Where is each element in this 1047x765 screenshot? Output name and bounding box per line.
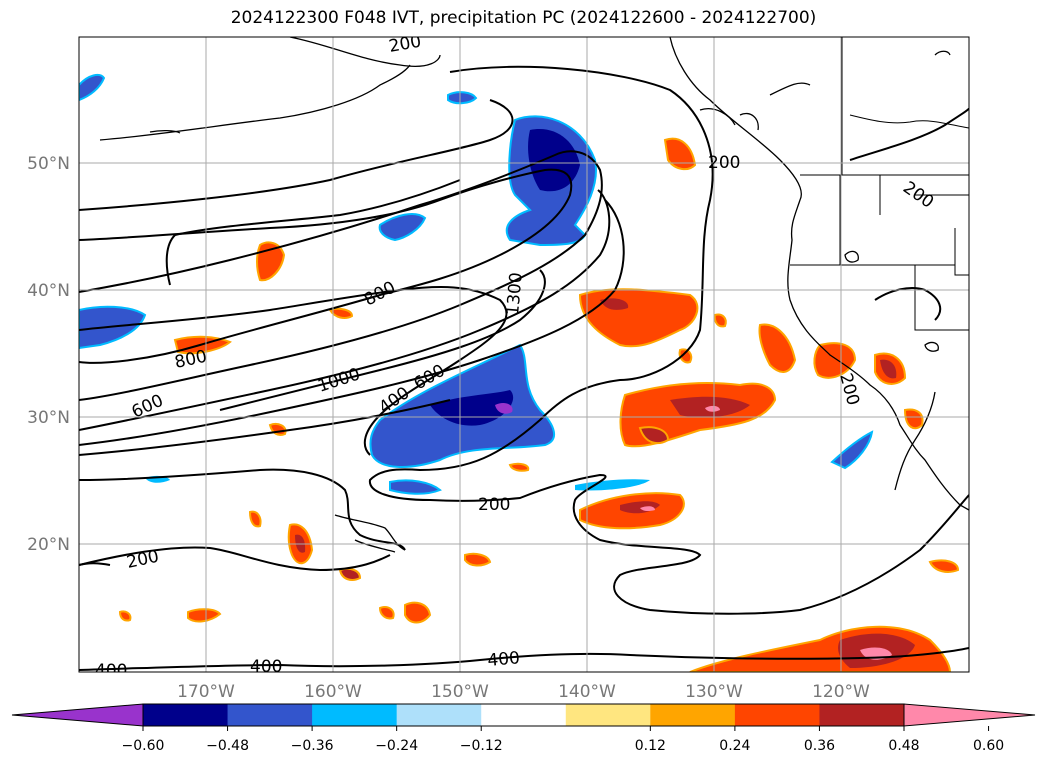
colorbar-tick-label: 0.48 — [888, 738, 919, 754]
contour-label: 1300 — [503, 272, 527, 317]
contour-200-sw — [79, 562, 111, 566]
ivt-contours — [79, 65, 969, 671]
map-frame — [78, 36, 970, 673]
colorbar-tick-label: 0.60 — [973, 738, 1004, 754]
colorbar-tick-label: −0.12 — [460, 738, 503, 754]
colorbar: −0.60 −0.48 −0.36 −0.24 −0.12 0.12 0.24 0.36 0.4… — [11, 703, 1036, 754]
colorbar-segment — [650, 704, 736, 726]
coastlines — [99, 37, 969, 553]
graticule — [79, 37, 969, 672]
colorbar-extend-min — [11, 703, 144, 727]
lon-label: 150°W — [431, 682, 489, 702]
contour-200-outer — [368, 65, 969, 615]
contour-200-left — [79, 99, 514, 211]
contour-1000 — [79, 199, 625, 446]
contour-400-south — [79, 647, 969, 671]
lon-label: 140°W — [558, 682, 616, 702]
colorbar-tick-label: −0.36 — [291, 738, 334, 754]
longitude-labels: 170°W 160°W 150°W 140°W 130°W 120°W — [177, 682, 870, 702]
contour-label: 200 — [708, 153, 740, 173]
contour-800 — [79, 189, 611, 431]
colorbar-segment — [312, 704, 398, 726]
colorbar-segment — [143, 704, 229, 726]
contour-label: 200 — [478, 495, 510, 515]
contour-label: 200 — [387, 32, 422, 57]
contour-400-inner — [79, 286, 508, 456]
contour-200-west — [79, 468, 406, 551]
contour-1300 — [219, 269, 546, 411]
contour-label: 400 — [250, 657, 282, 677]
lat-label: 30°N — [27, 408, 70, 428]
colorbar-segment — [481, 704, 567, 726]
lat-label: 50°N — [27, 154, 70, 174]
colorbar-outline — [142, 703, 905, 727]
contour-label: 400 — [95, 661, 127, 681]
colorbar-tick-label: −0.60 — [122, 738, 165, 754]
colorbar-tick-label: −0.24 — [375, 738, 418, 754]
contour-400-a — [79, 168, 573, 364]
colorbar-segment — [396, 704, 482, 726]
colorbar-tick-label: 0.36 — [804, 738, 835, 754]
lon-label: 120°W — [812, 682, 870, 702]
contour-200-south — [79, 546, 391, 572]
colorbar-segment — [565, 704, 651, 726]
political-borders — [790, 37, 969, 331]
precip-positive-anomaly — [118, 137, 960, 672]
contour-600 — [79, 150, 603, 401]
contour-400-north — [165, 179, 461, 286]
colorbar-tick-label: −0.48 — [206, 738, 249, 754]
map-title: 2024122300 F048 IVT, precipitation PC (2… — [230, 8, 817, 28]
lat-label: 20°N — [27, 535, 70, 555]
contour-200-coast — [849, 107, 969, 161]
lon-label: 130°W — [685, 682, 743, 702]
colorbar-tick-label: 0.12 — [635, 738, 666, 754]
colorbar-tick-label: 0.24 — [719, 738, 750, 754]
contour-label: 400 — [487, 648, 521, 671]
latitude-labels: 50°N 40°N 30°N 20°N — [27, 154, 70, 555]
colorbar-segment — [734, 704, 820, 726]
contour-400-shore — [79, 399, 451, 456]
colorbar-segment — [819, 704, 905, 726]
colorbar-extend-max — [903, 703, 1036, 727]
colorbar-segment — [227, 704, 313, 726]
lon-label: 170°W — [177, 682, 235, 702]
lat-label: 40°N — [27, 281, 70, 301]
lon-label: 160°W — [304, 682, 362, 702]
